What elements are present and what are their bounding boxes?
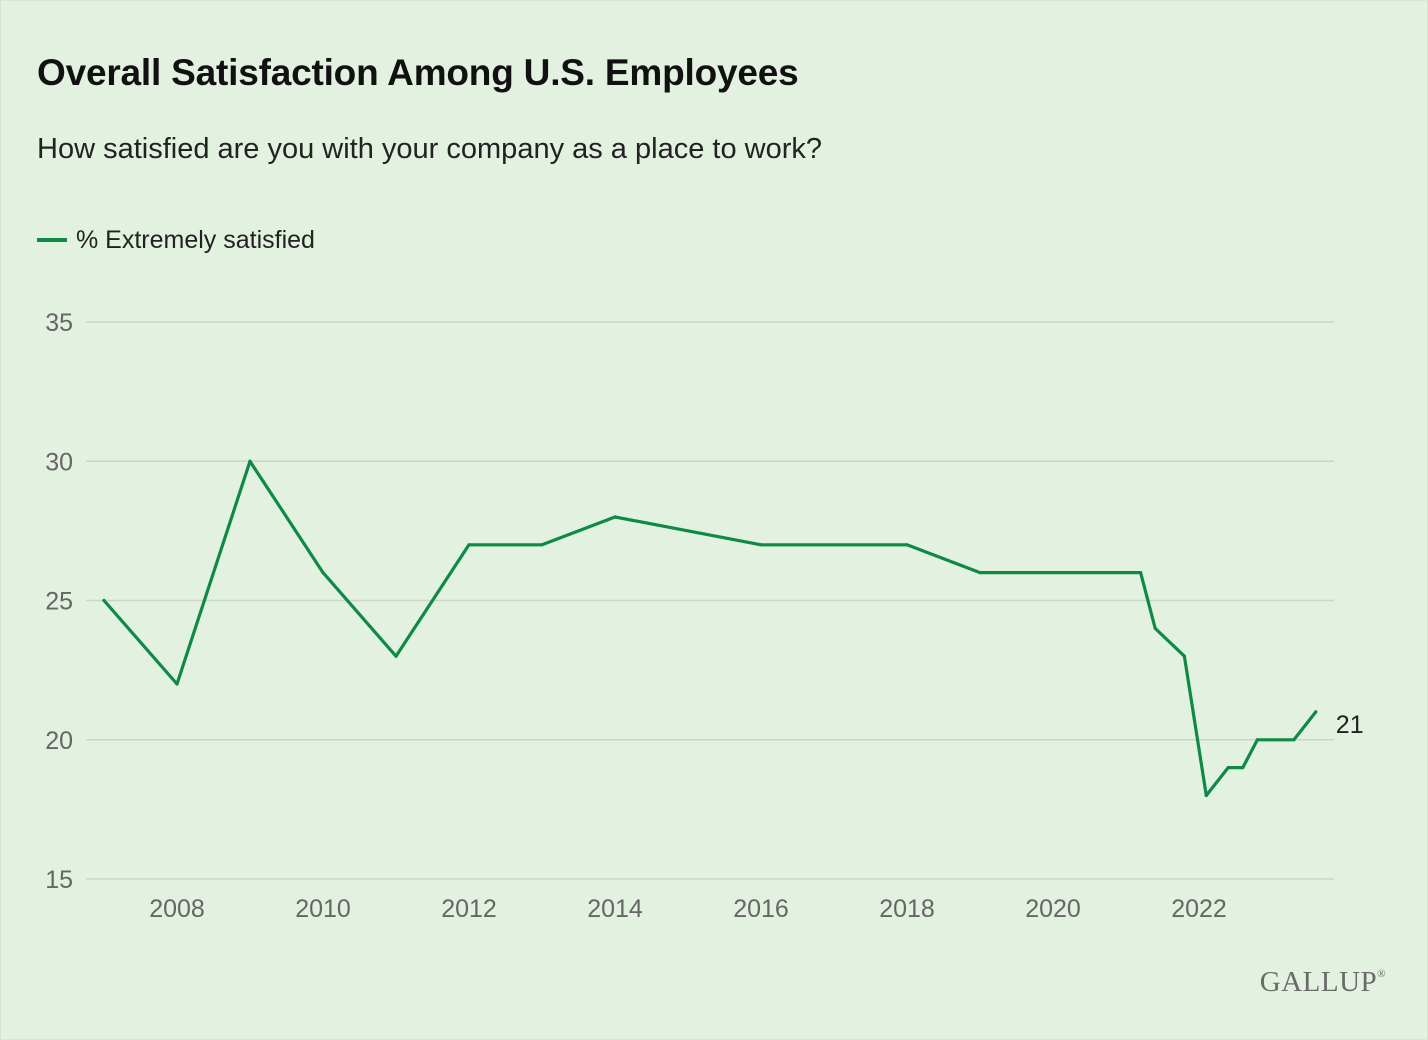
data-point [1226, 766, 1230, 770]
data-labels: 21 [1336, 711, 1364, 739]
data-point [1182, 654, 1186, 658]
data-point [1139, 571, 1143, 575]
data-point [978, 571, 982, 575]
data-point [1255, 738, 1259, 742]
data-point [1292, 738, 1296, 742]
y-tick-label-25: 25 [45, 588, 73, 616]
end-value-label: 21 [1336, 711, 1364, 739]
chart-subtitle: How satisfied are you with your company … [37, 133, 822, 165]
series-layer [102, 459, 1318, 798]
data-point [540, 543, 544, 547]
data-point [467, 543, 471, 547]
legend-swatch [37, 238, 67, 242]
data-point [1241, 766, 1245, 770]
x-axis-ticks: 2008 2010 2012 2014 2016 2018 2020 2022 [149, 895, 1227, 923]
y-tick-label-35: 35 [45, 309, 73, 337]
y-tick-label-20: 20 [45, 727, 73, 755]
data-point [321, 571, 325, 575]
x-tick-label-2012: 2012 [441, 895, 497, 923]
data-point [175, 682, 179, 686]
data-point [613, 515, 617, 519]
data-point [394, 654, 398, 658]
y-tick-label-15: 15 [45, 866, 73, 894]
x-tick-label-2018: 2018 [879, 895, 935, 923]
registered-mark: ® [1377, 968, 1386, 980]
data-point [1153, 626, 1157, 630]
y-axis-ticks: 15 20 25 30 35 [45, 309, 73, 894]
gallup-logo: GALLUP® [1260, 966, 1386, 999]
x-tick-label-2016: 2016 [733, 895, 789, 923]
x-tick-label-2020: 2020 [1025, 895, 1081, 923]
y-tick-label-30: 30 [45, 448, 73, 476]
gallup-logo-text: GALLUP [1259, 966, 1378, 998]
legend-label: % Extremely satisfied [76, 225, 315, 254]
x-tick-label-2010: 2010 [295, 895, 351, 923]
series-line-0 [102, 459, 1318, 798]
data-point [905, 543, 909, 547]
data-point [1204, 793, 1208, 798]
x-tick-label-2008: 2008 [149, 895, 205, 923]
data-point [102, 598, 106, 603]
data-point [759, 543, 763, 547]
data-point [248, 459, 252, 463]
chart-title: Overall Satisfaction Among U.S. Employee… [37, 52, 799, 93]
x-tick-label-2014: 2014 [587, 895, 643, 923]
legend: % Extremely satisfied [37, 224, 315, 256]
data-point [1314, 710, 1318, 714]
gridlines [86, 321, 1334, 880]
x-tick-label-2022: 2022 [1171, 895, 1227, 923]
